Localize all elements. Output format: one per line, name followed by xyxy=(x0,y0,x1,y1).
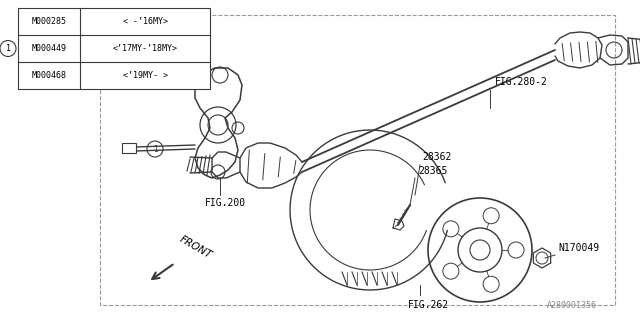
Text: <’17MY-’18MY>: <’17MY-’18MY> xyxy=(113,44,177,53)
Text: M000468: M000468 xyxy=(31,71,67,80)
Text: M000449: M000449 xyxy=(31,44,67,53)
Text: 1: 1 xyxy=(153,145,157,154)
Text: M000285: M000285 xyxy=(31,17,67,26)
Text: FIG.280-2: FIG.280-2 xyxy=(495,77,548,87)
Text: N170049: N170049 xyxy=(558,243,599,253)
Text: 28365: 28365 xyxy=(418,166,447,176)
Text: A280001356: A280001356 xyxy=(547,301,597,310)
Text: FRONT: FRONT xyxy=(178,234,214,260)
Text: 28362: 28362 xyxy=(422,152,451,162)
Text: FIG.200: FIG.200 xyxy=(205,198,246,208)
Text: <’19MY- >: <’19MY- > xyxy=(122,71,168,80)
Text: 1: 1 xyxy=(6,44,10,53)
Text: FIG.262: FIG.262 xyxy=(408,300,449,310)
Bar xyxy=(122,143,136,153)
Text: < -’16MY>: < -’16MY> xyxy=(122,17,168,26)
Bar xyxy=(18,8,210,89)
